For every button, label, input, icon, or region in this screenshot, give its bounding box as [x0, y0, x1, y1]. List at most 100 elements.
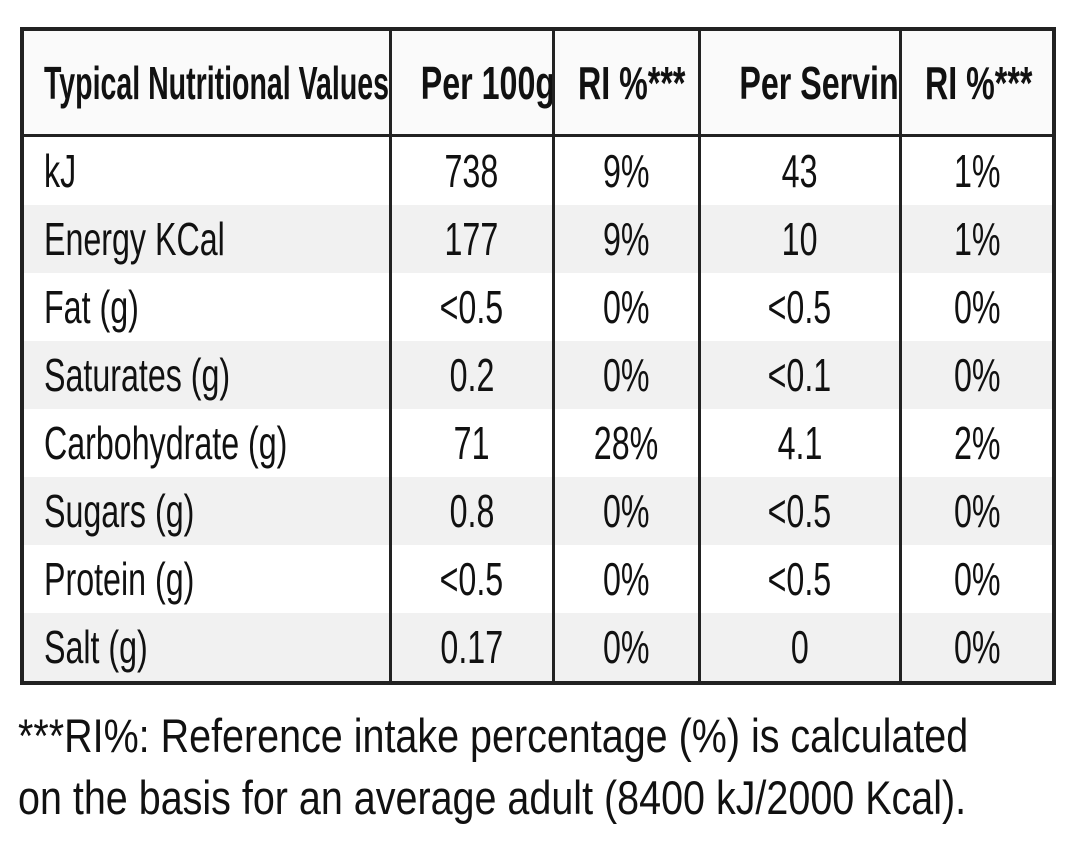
cell-text: RI %*** — [924, 56, 1032, 109]
value-cell: 0% — [898, 613, 1054, 683]
nutrition-table: Typical Nutritional Values Per 100g RI %**… — [20, 27, 1056, 685]
header-cell: Per 100g — [388, 29, 553, 137]
cell-text: 4.1 — [777, 417, 822, 469]
value-cell: <0.5 — [388, 273, 553, 341]
cell-text: 0% — [602, 621, 650, 673]
cell-text: 177 — [444, 213, 499, 265]
value-cell: 0% — [551, 341, 699, 409]
cell-text: <0.5 — [767, 485, 832, 537]
cell-text: 0% — [602, 281, 650, 333]
cell-text: 0% — [602, 349, 650, 401]
cell-text: Carbohydrate (g) — [44, 417, 288, 469]
value-cell: <0.5 — [697, 477, 900, 545]
cell-text: 0% — [602, 485, 650, 537]
nutrient-name: kJ — [20, 135, 390, 205]
cell-text: 0 — [790, 621, 809, 673]
header-cell: RI %*** — [898, 29, 1054, 137]
cell-text: 0.17 — [440, 621, 503, 673]
cell-text: Salt (g) — [44, 621, 148, 673]
cell-text: 0% — [953, 621, 1001, 673]
cell-text: 0% — [953, 281, 1001, 333]
table-row: Fat (g) <0.5 0% <0.5 0% — [20, 273, 1054, 341]
table-row: Salt (g) 0.17 0% 0 0% — [20, 613, 1054, 683]
value-cell: 0% — [898, 273, 1054, 341]
cell-text: <0.5 — [439, 553, 504, 605]
cell-text: 9% — [602, 213, 650, 265]
value-cell: 9% — [551, 205, 699, 273]
cell-text: <0.1 — [767, 349, 832, 401]
value-cell: 0% — [551, 545, 699, 613]
cell-text: 1% — [953, 145, 1001, 197]
value-cell: <0.5 — [697, 273, 900, 341]
cell-text: 2% — [953, 417, 1001, 469]
value-cell: 71 — [388, 409, 553, 477]
header-cell: RI %*** — [551, 29, 699, 137]
table-body: kJ 738 9% 43 1% Energy KCal 177 9% 10 1% Fat (g) <0… — [20, 135, 1054, 683]
cell-text: Per Serving — [738, 56, 900, 109]
value-cell: 43 — [697, 135, 900, 205]
value-cell: 0.2 — [388, 341, 553, 409]
cell-text: 0% — [953, 485, 1001, 537]
value-cell: 10 — [697, 205, 900, 273]
value-cell: 4.1 — [697, 409, 900, 477]
cell-text: 43 — [781, 145, 818, 197]
table-row: Carbohydrate (g) 71 28% 4.1 2% — [20, 409, 1054, 477]
nutrient-name: Salt (g) — [20, 613, 390, 683]
cell-text: Sugars (g) — [44, 485, 195, 537]
table-row: Protein (g) <0.5 0% <0.5 0% — [20, 545, 1054, 613]
nutrient-name: Protein (g) — [20, 545, 390, 613]
value-cell: 0% — [898, 477, 1054, 545]
cell-text: <0.5 — [439, 281, 504, 333]
value-cell: 1% — [898, 205, 1054, 273]
table-row: Saturates (g) 0.2 0% <0.1 0% — [20, 341, 1054, 409]
value-cell: 0% — [898, 341, 1054, 409]
value-cell: 0.8 — [388, 477, 553, 545]
nutrient-name: Energy KCal — [20, 205, 390, 273]
value-cell: 0% — [551, 613, 699, 683]
value-cell: 177 — [388, 205, 553, 273]
value-cell: 0% — [898, 545, 1054, 613]
cell-text: 738 — [444, 145, 499, 197]
nutrient-name: Sugars (g) — [20, 477, 390, 545]
table-row: kJ 738 9% 43 1% — [20, 135, 1054, 205]
header-cell: Typical Nutritional Values — [20, 29, 390, 137]
cell-text: 10 — [781, 213, 818, 265]
cell-text: <0.5 — [767, 281, 832, 333]
cell-text: 0% — [602, 553, 650, 605]
value-cell: 1% — [898, 135, 1054, 205]
value-cell: <0.5 — [388, 545, 553, 613]
value-cell: <0.1 — [697, 341, 900, 409]
value-cell: <0.5 — [697, 545, 900, 613]
cell-text: <0.5 — [767, 553, 832, 605]
value-cell: 0% — [551, 477, 699, 545]
cell-text: 0% — [953, 349, 1001, 401]
table-row: Energy KCal 177 9% 10 1% — [20, 205, 1054, 273]
cell-text: Protein (g) — [44, 553, 195, 605]
cell-text: Saturates (g) — [44, 349, 231, 401]
cell-text: 0% — [953, 553, 1001, 605]
cell-text: RI %*** — [577, 56, 685, 109]
value-cell: 9% — [551, 135, 699, 205]
cell-text: 0.2 — [449, 349, 494, 401]
footnote-line: on the basis for an average adult (8400 … — [18, 771, 967, 824]
value-cell: 0 — [697, 613, 900, 683]
value-cell: 738 — [388, 135, 553, 205]
table-row: Sugars (g) 0.8 0% <0.5 0% — [20, 477, 1054, 545]
cell-text: 9% — [602, 145, 650, 197]
cell-text: Energy KCal — [44, 213, 225, 265]
header-cell: Per Serving — [697, 29, 900, 137]
footnote-line: ***RI%: Reference intake percentage (%) … — [18, 709, 969, 762]
nutrient-name: Carbohydrate (g) — [20, 409, 390, 477]
cell-text: 28% — [593, 417, 659, 469]
nutrient-name: Saturates (g) — [20, 341, 390, 409]
header-row: Typical Nutritional Values Per 100g RI %**… — [20, 29, 1054, 137]
cell-text: 1% — [953, 213, 1001, 265]
value-cell: 0.17 — [388, 613, 553, 683]
cell-text: 71 — [453, 417, 490, 469]
value-cell: 0% — [551, 273, 699, 341]
cell-text: Fat (g) — [44, 281, 139, 333]
cell-text: Per 100g — [420, 56, 553, 109]
cell-text: Typical Nutritional Values — [44, 56, 389, 109]
nutrient-name: Fat (g) — [20, 273, 390, 341]
